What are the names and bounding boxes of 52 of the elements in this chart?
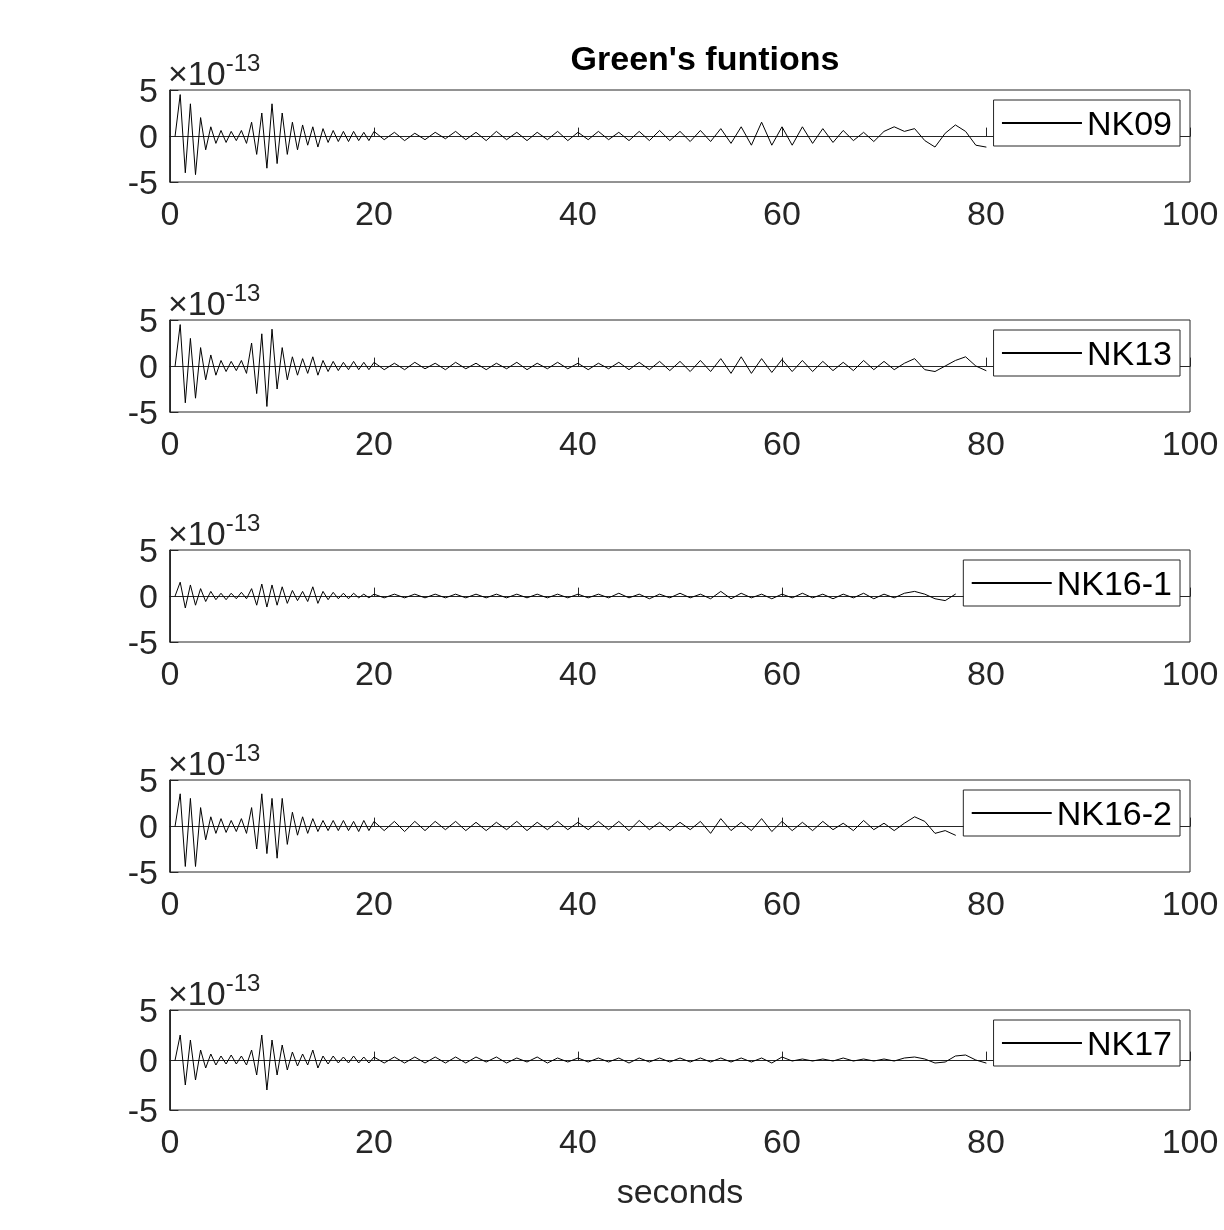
x-tick-label: 60 — [763, 884, 801, 922]
x-tick-label: 40 — [559, 424, 597, 462]
x-tick-label: 60 — [763, 654, 801, 692]
x-tick-label: 20 — [355, 194, 393, 232]
x-tick-label: 80 — [967, 1122, 1005, 1160]
y-tick-label: 5 — [139, 761, 158, 799]
y-tick-label: -5 — [127, 1091, 158, 1129]
y-tick-label: 0 — [139, 1041, 158, 1079]
x-tick-label: 100 — [1161, 654, 1219, 692]
x-tick-label: 60 — [763, 424, 801, 462]
x-tick-label: 40 — [559, 654, 597, 692]
y-tick-label: 5 — [139, 71, 158, 109]
x-tick-label: 100 — [1161, 424, 1219, 462]
y-tick-label: -5 — [127, 623, 158, 661]
x-tick-label: 60 — [763, 1122, 801, 1160]
legend-label: NK16-1 — [1056, 564, 1172, 602]
x-tick-label: 40 — [559, 194, 597, 232]
x-tick-label: 80 — [967, 194, 1005, 232]
legend-label: NK13 — [1086, 334, 1173, 372]
x-tick-label: 100 — [1161, 1122, 1219, 1160]
line-series — [174, 581, 956, 609]
y-tick-label: -5 — [127, 163, 158, 201]
y-tick-label: 0 — [139, 807, 158, 845]
y-tick-label: -5 — [127, 853, 158, 891]
y-tick-label: 5 — [139, 301, 158, 339]
legend-label: NK09 — [1086, 104, 1173, 142]
x-tick-label: 20 — [355, 424, 393, 462]
chart-title: Green's funtions — [570, 39, 840, 77]
line-series — [174, 94, 987, 176]
x-tick-label: 80 — [967, 884, 1005, 922]
legend-label: NK17 — [1086, 1024, 1173, 1062]
line-series — [174, 324, 987, 407]
y-tick-label: 5 — [139, 531, 158, 569]
x-tick-label: 40 — [559, 1122, 597, 1160]
legend-label: NK16-2 — [1056, 794, 1172, 832]
x-tick-label: 80 — [967, 424, 1005, 462]
x-tick-label: 100 — [1161, 194, 1219, 232]
x-tick-label: 20 — [355, 884, 393, 922]
x-tick-label: 60 — [763, 194, 801, 232]
x-tick-label: 20 — [355, 654, 393, 692]
y-tick-label: 0 — [139, 117, 158, 155]
line-series — [174, 1034, 987, 1091]
x-axis-title: seconds — [616, 1172, 744, 1210]
y-tick-label: 0 — [139, 347, 158, 385]
x-tick-label: 80 — [967, 654, 1005, 692]
y-tick-label: -5 — [127, 393, 158, 431]
x-tick-label: 100 — [1161, 884, 1219, 922]
x-tick-label: 40 — [559, 884, 597, 922]
x-tick-label: 20 — [355, 1122, 393, 1160]
y-tick-label: 0 — [139, 577, 158, 615]
y-tick-label: 5 — [139, 991, 158, 1029]
line-series — [174, 793, 956, 867]
